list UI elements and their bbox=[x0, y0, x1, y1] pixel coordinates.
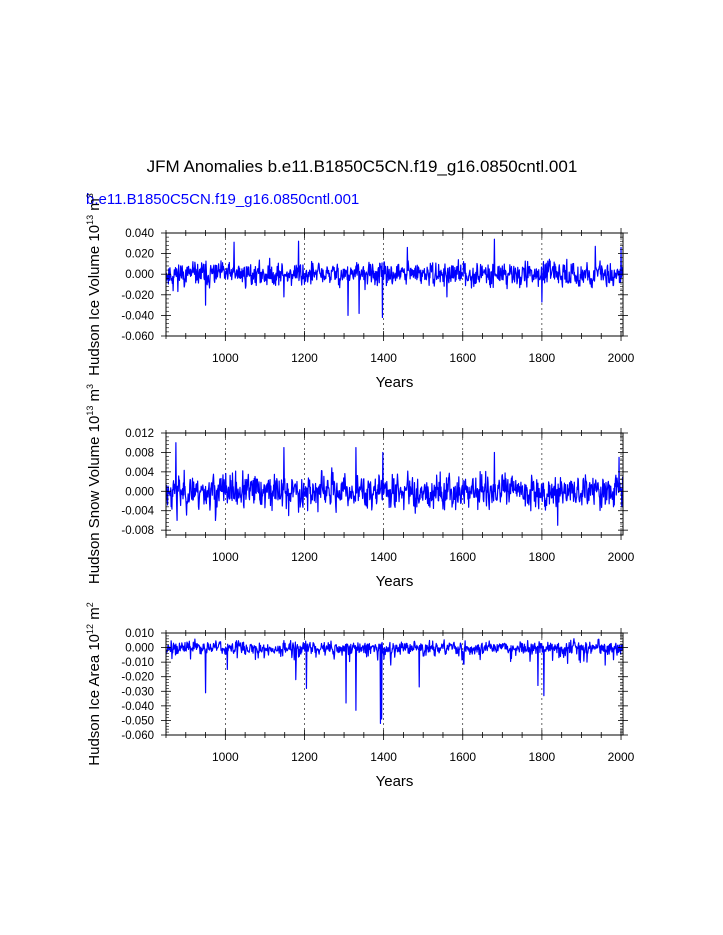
panel-1: 1000 1200 1400 1600 1800 2000 -0.060 -0.040 -0.0… bbox=[85, 193, 635, 391]
x-tick-label: 1200 bbox=[291, 750, 318, 764]
x-tick-label: 1000 bbox=[212, 550, 239, 564]
panel-2: 1000 1200 1400 1600 1800 2000 -0.008 -0.004 0.00… bbox=[85, 384, 635, 590]
series-line-hudson-snow-volume bbox=[166, 442, 623, 526]
y-axis-label: Hudson Snow Volume 1013 m3 bbox=[85, 384, 103, 584]
series-line-hudson-ice-volume bbox=[166, 238, 623, 319]
x-tick-label: 1000 bbox=[212, 750, 239, 764]
y-tick-label: 0.040 bbox=[125, 228, 154, 240]
x-tick-label: 2000 bbox=[608, 351, 635, 365]
y-axis-label: Hudson Ice Volume 1013 m3 bbox=[85, 193, 103, 376]
y-axis-label-part: 13 bbox=[85, 406, 95, 416]
y-axis-label-part: m bbox=[86, 389, 103, 406]
y-axis-label-part: Hudson Ice Volume 10 bbox=[86, 225, 103, 376]
y-axis-label-part: Hudson Snow Volume 10 bbox=[86, 416, 103, 584]
x-tick-label: 1400 bbox=[370, 351, 397, 365]
y-tick-label: 0.000 bbox=[125, 269, 154, 281]
y-tick-label: -0.010 bbox=[121, 657, 154, 669]
x-tick-label: 1000 bbox=[212, 351, 239, 365]
y-tick-label: -0.004 bbox=[121, 506, 154, 518]
y-tick-label: 0.012 bbox=[125, 428, 154, 440]
y-tick-label: -0.030 bbox=[121, 686, 154, 698]
y-axis-label-part: 12 bbox=[85, 624, 95, 634]
x-tick-label: 1200 bbox=[291, 351, 318, 365]
x-tick-label: 1200 bbox=[291, 550, 318, 564]
figure-title: JFM Anomalies b.e11.B1850C5CN.f19_g16.08… bbox=[147, 157, 578, 176]
y-tick-label: -0.020 bbox=[121, 290, 154, 302]
x-tick-label: 1600 bbox=[449, 750, 476, 764]
figure-subtitle: b.e11.B1850C5CN.f19_g16.0850cntl.001 bbox=[86, 191, 359, 208]
x-tick-label: 1800 bbox=[529, 750, 556, 764]
y-axis-label-part: 13 bbox=[85, 215, 95, 225]
x-tick-label: 2000 bbox=[608, 550, 635, 564]
y-tick-label: -0.040 bbox=[121, 701, 154, 713]
plot-frame bbox=[165, 632, 624, 736]
series-line-hudson-ice-area bbox=[166, 638, 623, 724]
y-axis-label-part: Hudson Ice Area 10 bbox=[86, 634, 103, 766]
y-tick-label: 0.000 bbox=[125, 486, 154, 498]
x-tick-label: 1800 bbox=[529, 351, 556, 365]
x-tick-label: 1400 bbox=[370, 750, 397, 764]
y-tick-label: 0.000 bbox=[125, 643, 154, 655]
x-tick-label: 1400 bbox=[370, 550, 397, 564]
x-axis-label: Years bbox=[376, 573, 414, 590]
y-tick-label: -0.060 bbox=[121, 331, 154, 343]
y-tick-label: 0.020 bbox=[125, 249, 154, 261]
x-tick-label: 2000 bbox=[608, 750, 635, 764]
y-tick-label: -0.020 bbox=[121, 672, 154, 684]
x-tick-label: 1600 bbox=[449, 550, 476, 564]
y-tick-label: -0.050 bbox=[121, 715, 154, 727]
y-tick-label: -0.060 bbox=[121, 730, 154, 742]
y-axis-label-part: m bbox=[86, 607, 103, 624]
plot-frame bbox=[165, 432, 624, 536]
y-axis-label-part: 3 bbox=[85, 384, 95, 389]
y-tick-label: 0.010 bbox=[125, 628, 154, 640]
panel-3: 1000 1200 1400 1600 1800 2000 -0.060 -0.050 -0.0… bbox=[85, 602, 635, 790]
y-tick-label: -0.040 bbox=[121, 310, 154, 322]
y-axis-label-part: 2 bbox=[85, 602, 95, 607]
y-tick-label: 0.008 bbox=[125, 447, 154, 459]
y-axis-label: Hudson Ice Area 1012 m2 bbox=[85, 602, 103, 765]
x-tick-label: 1600 bbox=[449, 351, 476, 365]
plot-frame bbox=[165, 232, 624, 337]
y-axis-label-part: 3 bbox=[85, 193, 95, 198]
y-tick-label: -0.008 bbox=[121, 525, 154, 537]
panels: 1000 1200 1400 1600 1800 2000 -0.060 -0.040 -0.0… bbox=[85, 193, 635, 790]
y-tick-label: 0.004 bbox=[125, 467, 154, 479]
x-axis-label: Years bbox=[376, 773, 414, 790]
y-axis-label-part: m bbox=[86, 198, 103, 215]
x-axis-label: Years bbox=[376, 374, 414, 391]
x-tick-label: 1800 bbox=[529, 550, 556, 564]
